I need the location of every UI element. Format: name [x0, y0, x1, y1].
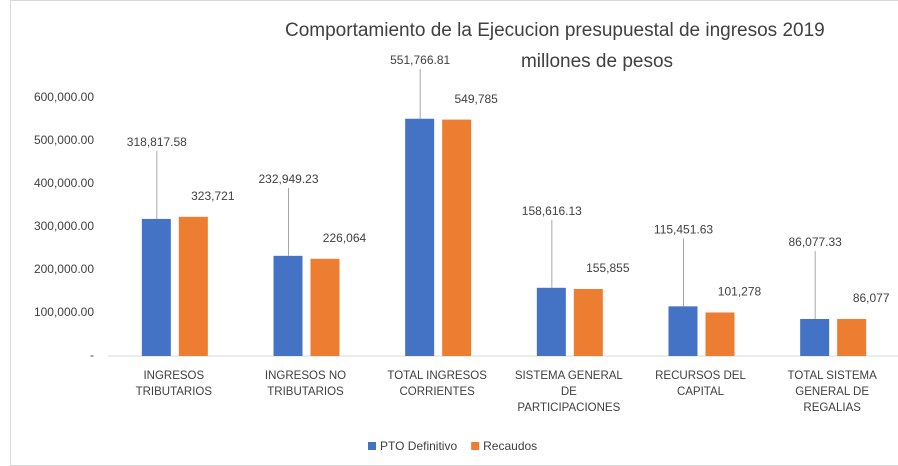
data-label: 155,855 [586, 261, 630, 275]
y-tick-label: - [90, 348, 94, 362]
bar [705, 312, 735, 356]
bar [310, 258, 340, 356]
bar [800, 318, 830, 356]
legend-label: Recaudos [483, 439, 537, 453]
x-tick-label: TOTAL SISTEMA GENERAL DE REGALIAS [787, 370, 877, 414]
data-label: 323,721 [191, 189, 235, 203]
legend-swatch [368, 442, 376, 450]
bar [573, 288, 603, 356]
bar [273, 255, 303, 356]
data-label: 232,949.23 [258, 172, 318, 186]
y-tick-label: 300,000.00 [34, 219, 94, 233]
data-label: 86,077.33 [788, 235, 842, 249]
bar [178, 216, 208, 356]
legend-swatch [471, 442, 480, 450]
x-tick-label: RECURSOS DEL CAPITAL [655, 370, 746, 398]
data-label: 318,817.58 [127, 135, 187, 149]
chart-title: Comportamiento de la Ejecucion presupues… [285, 20, 825, 41]
data-label: 549,785 [454, 92, 498, 106]
y-tick-label: 200,000.00 [34, 262, 94, 276]
bar [837, 318, 867, 356]
bar [405, 118, 435, 357]
bar [442, 119, 472, 356]
y-tick-label: 100,000.00 [34, 305, 94, 319]
bar [141, 218, 171, 356]
legend-label: PTO Definitivo [380, 439, 457, 453]
x-tick-label: INGRESOS TRIBUTARIOS [135, 370, 213, 398]
bar [536, 287, 566, 356]
chart-subtitle: millones de pesos [521, 51, 673, 72]
data-label: 101,278 [718, 285, 762, 299]
x-tick-label: TOTAL INGRESOS CORRIENTES [387, 370, 487, 398]
data-label: 115,451.63 [654, 223, 713, 237]
data-label: 226,064 [323, 231, 367, 245]
data-label: 551,766.81 [390, 53, 450, 67]
y-tick-label: 600,000.00 [34, 90, 94, 104]
bar [668, 306, 698, 356]
x-tick-label: INGRESOS NO TRIBUTARIOS [264, 370, 347, 398]
y-tick-label: 500,000.00 [34, 133, 94, 147]
x-tick-label: SISTEMA GENERAL DE PARTICIPACIONES [514, 370, 623, 414]
y-tick-label: 400,000.00 [34, 176, 94, 190]
data-label: 158,616.13 [522, 204, 582, 218]
data-label: 86,077 [853, 291, 890, 305]
